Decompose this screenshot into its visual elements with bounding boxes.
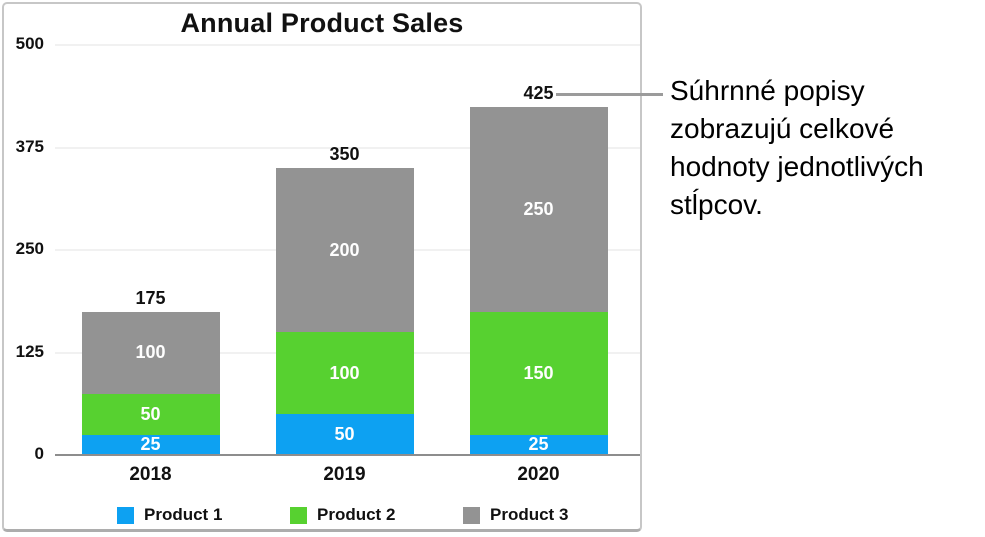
- legend-swatch: [463, 506, 480, 524]
- chart-title: Annual Product Sales: [180, 8, 464, 38]
- gridline: [55, 44, 640, 46]
- gridline: [55, 146, 640, 149]
- legend-swatch: [290, 506, 307, 524]
- x-category-label: 2018: [129, 464, 172, 485]
- bar-segment-product-3: 200: [275, 168, 414, 332]
- bar-segment-product-1: 25: [469, 434, 608, 455]
- segment-value-label: 100: [329, 362, 360, 383]
- total-value-label: 425: [523, 82, 554, 103]
- chart-frame: Annual Product Sales 0 125 250 375 500 100 50 2…: [2, 2, 642, 532]
- bar-segment-product-2: 100: [275, 332, 414, 414]
- bar-segment-product-1: 50: [275, 414, 414, 455]
- x-category-label: 2019: [323, 464, 366, 485]
- total-value-label: 175: [135, 287, 166, 308]
- segment-value-label: 200: [329, 239, 360, 260]
- y-tick-label: 500: [15, 34, 44, 53]
- bar-segment-product-2: 50: [81, 393, 220, 435]
- segment-value-label: 50: [140, 403, 161, 424]
- y-tick-label: 0: [34, 444, 44, 463]
- callout-text: Súhrnné popisy zobrazujú celkové hodnoty…: [670, 75, 924, 220]
- total-value-label: 350: [329, 144, 360, 164]
- y-tick-label: 125: [15, 341, 44, 361]
- legend-item-product-3: Product 3: [463, 505, 568, 525]
- legend-label: Product 2: [317, 505, 396, 524]
- legend-label: Product 3: [490, 505, 569, 524]
- y-tick-label: 250: [15, 239, 44, 258]
- x-category-label: 2020: [517, 464, 560, 485]
- y-tick-label: 375: [15, 136, 44, 156]
- legend-swatch: [117, 506, 134, 524]
- bar-segment-product-3: 100: [81, 311, 220, 394]
- segment-value-label: 50: [334, 424, 355, 444]
- callout-connector-line: [556, 93, 663, 96]
- bar-segment-product-2: 150: [469, 311, 608, 435]
- segment-value-label: 25: [528, 434, 549, 455]
- bar-segment-product-3: 250: [469, 106, 608, 312]
- segment-value-label: 25: [140, 434, 161, 455]
- legend-item-product-2: Product 2: [290, 505, 395, 525]
- bar-2020: 250 150 25: [469, 106, 608, 455]
- bar-2019: 200 100 50: [275, 168, 414, 455]
- x-axis-baseline: [55, 454, 640, 456]
- legend-label: Product 1: [144, 505, 223, 524]
- bar-segment-product-1: 25: [81, 434, 220, 455]
- chart-plot-area: Annual Product Sales 0 125 250 375 500 100 50 2…: [4, 4, 640, 529]
- bar-2018: 100 50 25: [81, 311, 220, 455]
- segment-value-label: 100: [135, 342, 166, 362]
- segment-value-label: 250: [523, 198, 554, 219]
- segment-value-label: 150: [523, 362, 554, 383]
- legend-item-product-1: Product 1: [117, 505, 222, 525]
